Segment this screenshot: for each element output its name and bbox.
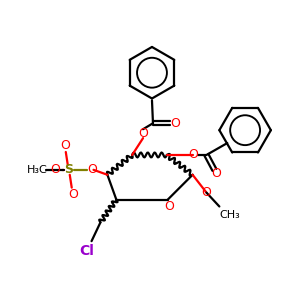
Text: O: O [202, 186, 212, 199]
Text: O: O [68, 188, 78, 201]
Text: O: O [189, 148, 199, 161]
Text: O: O [212, 167, 221, 180]
Text: O: O [138, 127, 148, 140]
Text: CH₃: CH₃ [219, 210, 240, 220]
Text: O: O [50, 163, 60, 176]
Text: O: O [60, 139, 70, 152]
Text: O: O [88, 163, 98, 176]
Text: S: S [64, 163, 73, 176]
Text: Cl: Cl [79, 244, 94, 258]
Text: O: O [164, 200, 174, 213]
Text: O: O [170, 117, 180, 130]
Text: H₃C: H₃C [27, 165, 47, 175]
